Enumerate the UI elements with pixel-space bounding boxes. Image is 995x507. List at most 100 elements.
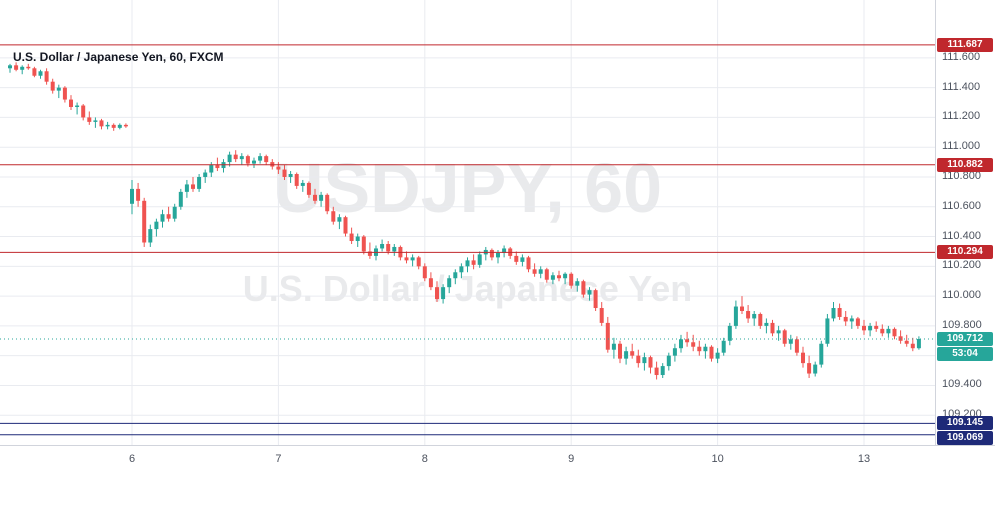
price-axis-label: 109.800 <box>942 318 982 331</box>
candle-body <box>691 342 696 347</box>
candle-body <box>862 325 866 331</box>
candle-body <box>56 87 61 91</box>
candle-body <box>404 257 409 261</box>
candle-body <box>81 105 86 118</box>
time-axis-label: 9 <box>568 453 575 465</box>
symbol-title[interactable]: U.S. Dollar / Japanese Yen, 60, FXCM <box>13 50 224 64</box>
candle-body <box>733 306 738 326</box>
candle-body <box>605 322 610 350</box>
candle-body <box>14 65 19 70</box>
candle-body <box>819 343 824 365</box>
candle-body <box>697 346 702 352</box>
candle-body <box>105 124 110 127</box>
candle-body <box>892 328 897 337</box>
candle-body <box>355 236 360 242</box>
price-axis[interactable]: 111.600 111.400 111.200 111.000 110.800 110.6… <box>935 0 995 446</box>
candle-body <box>239 156 244 160</box>
candle-body <box>245 156 250 164</box>
candle-body <box>489 249 494 258</box>
candle-body <box>648 357 653 368</box>
candle-body <box>44 71 49 82</box>
candle-body <box>325 194 330 212</box>
time-axis-label: 13 <box>857 453 871 465</box>
candle-body <box>130 188 134 204</box>
candle-body <box>38 71 43 76</box>
candle-body <box>514 255 519 262</box>
candle-body <box>837 308 842 317</box>
candle-body <box>203 172 208 177</box>
candle-body <box>337 217 342 222</box>
candle-body <box>849 318 854 322</box>
resistance-price-badge: 111.687 <box>937 37 993 52</box>
candle-body <box>526 257 531 270</box>
candle-body <box>843 316 848 322</box>
candle-body <box>807 363 812 374</box>
candle-body <box>136 188 141 201</box>
candle-body <box>160 214 165 222</box>
support-price-badge: 109.069 <box>937 431 993 446</box>
candle-body <box>715 352 720 359</box>
candle-body <box>331 211 336 222</box>
candle-body <box>532 269 537 274</box>
candle-body <box>197 176 202 189</box>
price-axis-label: 110.400 <box>942 229 981 242</box>
candle-body <box>367 251 372 256</box>
time-axis[interactable]: 6 7 8 9 10 13 <box>0 445 995 507</box>
candle-body <box>142 200 147 243</box>
candle-body <box>666 355 671 367</box>
candle-body <box>874 325 879 329</box>
price-axis-label: 109.400 <box>942 378 982 391</box>
candle-body <box>679 339 683 349</box>
candle-body <box>87 117 92 122</box>
candle-body <box>459 266 464 273</box>
candle-body <box>8 65 12 69</box>
candle-body <box>910 343 915 349</box>
candle-body <box>227 154 232 163</box>
candle-body <box>740 306 744 311</box>
time-axis-label: 6 <box>128 453 136 465</box>
candle-body <box>435 287 439 300</box>
candle-body <box>410 257 415 261</box>
candle-body <box>441 287 446 300</box>
candle-body <box>685 339 690 343</box>
price-axis-label: 111.600 <box>942 50 981 63</box>
candle-body <box>727 325 732 341</box>
price-axis-label: 110.200 <box>942 259 981 272</box>
candle-body <box>184 184 189 192</box>
candle-body <box>111 124 116 128</box>
candle-body <box>569 273 574 286</box>
price-axis-label: 110.800 <box>942 169 981 182</box>
candle-body <box>770 322 775 334</box>
candle-body <box>563 273 568 279</box>
candle-body <box>453 272 458 279</box>
candle-body <box>520 257 525 262</box>
current-price-badge: 109.712 <box>937 331 993 346</box>
candle-body <box>801 352 805 364</box>
candle-body <box>831 308 836 319</box>
candle-body <box>380 243 385 249</box>
candle-body <box>306 182 311 195</box>
price-axis-label: 111.000 <box>942 140 981 153</box>
candle-body <box>93 120 98 122</box>
candle-body <box>758 313 763 326</box>
candle-body <box>148 229 153 243</box>
candle-body <box>703 346 708 352</box>
candle-body <box>630 351 635 356</box>
candle-body <box>855 318 860 326</box>
candle-body <box>69 99 73 108</box>
candle-body <box>886 328 891 334</box>
bar-countdown-badge: 53:04 <box>937 346 993 361</box>
candle-body <box>868 325 873 331</box>
candle-body <box>660 366 665 376</box>
candle-body <box>50 81 55 91</box>
candle-body <box>361 236 366 252</box>
candle-body <box>166 214 171 219</box>
candle-body <box>386 243 391 252</box>
candle-body <box>319 194 324 201</box>
candle-body <box>422 266 427 279</box>
candle-body <box>813 364 818 374</box>
candle-body <box>392 246 397 252</box>
candle-body <box>550 275 555 280</box>
